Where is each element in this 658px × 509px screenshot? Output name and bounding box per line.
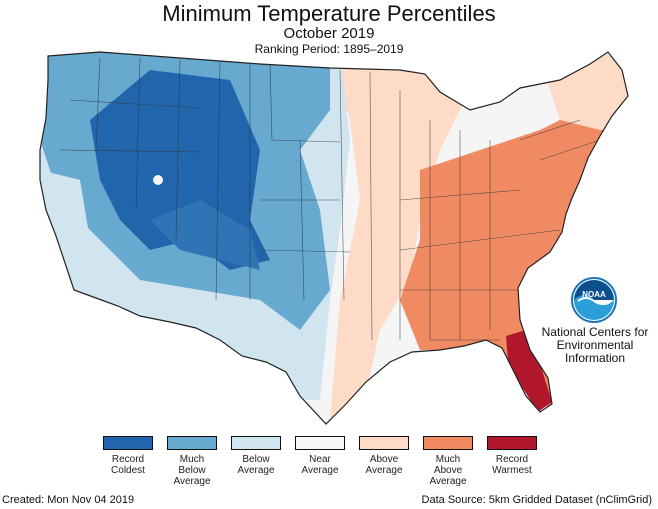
legend-item-much-above: Much Above Average [416, 436, 480, 487]
created-date: Created: Mon Nov 04 2019 [2, 494, 135, 506]
org-line: Information [564, 351, 626, 365]
legend-swatch [231, 436, 281, 450]
legend-swatch [423, 436, 473, 450]
map-subtitle: October 2019 [283, 25, 375, 42]
legend-swatch [167, 436, 217, 450]
map-title: Minimum Temperature Percentiles [162, 1, 496, 26]
record-warmest-florida [506, 330, 552, 412]
legend-item-above: Above Average [352, 436, 416, 476]
state-borders [59, 57, 601, 341]
legend-swatch [103, 436, 153, 450]
us-temperature-map [39, 51, 629, 425]
legend-label: Much Above Average [429, 454, 467, 487]
legend: Record Coldest Much Below Average Below Aver… [96, 436, 546, 492]
legend-item-near: Near Average [288, 436, 352, 476]
legend-label: Record Warmest [492, 454, 532, 476]
legend-swatch [487, 436, 537, 450]
legend-swatch [295, 436, 345, 450]
org-line: National Centers for [541, 325, 649, 339]
legend-item-record-coldest: Record Coldest [96, 436, 160, 476]
legend-label: Below Average [237, 454, 275, 476]
data-source: Data Source: 5km Gridded Dataset (nClimG… [421, 494, 652, 506]
legend-label: Much Below Average [173, 454, 211, 487]
legend-label: Above Average [365, 454, 403, 476]
noaa-logo-icon: NOAA [571, 277, 617, 323]
org-line: Environmental [556, 338, 634, 352]
legend-swatch [359, 436, 409, 450]
legend-item-record-warmest: Record Warmest [480, 436, 544, 476]
legend-label: Near Average [301, 454, 339, 476]
legend-label: Record Coldest [111, 454, 145, 476]
legend-item-much-below: Much Below Average [160, 436, 224, 487]
noaa-logo-text: NOAA [582, 290, 606, 299]
ranking-period: Ranking Period: 1895–2019 [254, 42, 404, 56]
legend-item-below: Below Average [224, 436, 288, 476]
organization-name: National Centers for Environmental Infor… [540, 326, 650, 365]
